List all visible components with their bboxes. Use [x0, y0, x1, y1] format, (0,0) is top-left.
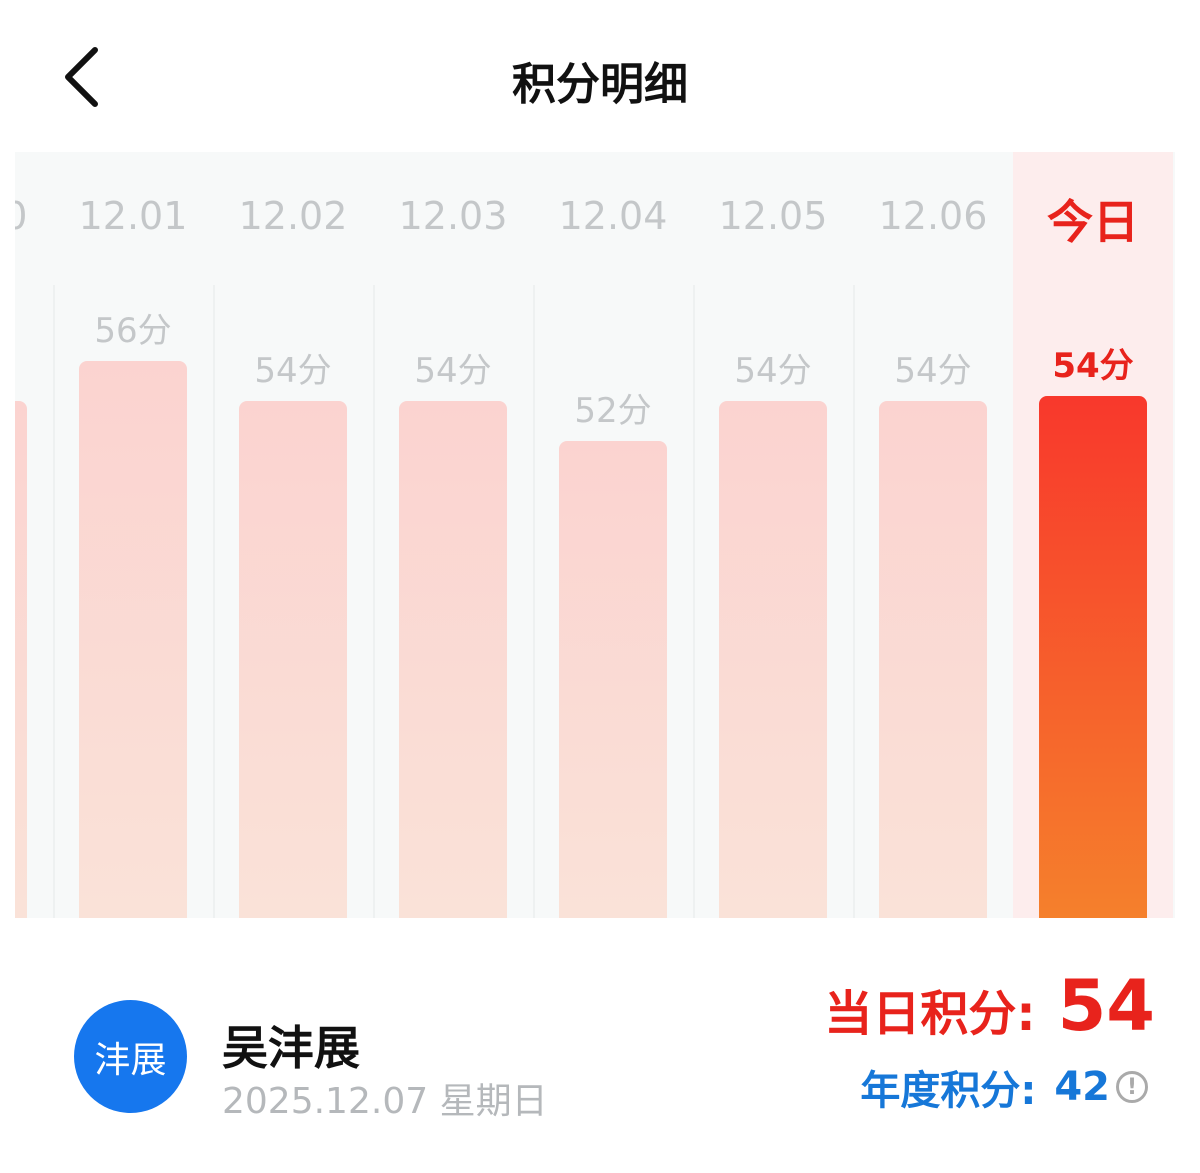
- data-label: 54分: [894, 351, 972, 391]
- bar: [239, 401, 347, 918]
- info-icon[interactable]: !: [1116, 1071, 1148, 1103]
- tick-label: 12.01: [78, 194, 188, 238]
- current-date: 2025.12.07 星期日: [222, 1081, 548, 1122]
- column-divider: [853, 285, 855, 918]
- data-label: 54分: [734, 351, 812, 391]
- data-label: 54分: [254, 351, 332, 391]
- bar: [1039, 396, 1147, 918]
- daily-points: 当日积分: 54: [824, 965, 1155, 1047]
- chart-column[interactable]: 12.02 54分: [213, 152, 373, 918]
- chart-column[interactable]: 12.04 52分: [533, 152, 693, 918]
- user-name: 吴沣展: [222, 1021, 360, 1075]
- data-label: 52分: [574, 391, 652, 431]
- daily-points-value: 54: [1057, 965, 1155, 1047]
- data-label: 54分: [414, 351, 492, 391]
- chart-column[interactable]: 12.06 54分: [853, 152, 1013, 918]
- points-bar-chart: 11.3012.0156分12.0254分12.0354分12.0452分12.…: [15, 152, 1175, 918]
- yearly-points-label: 年度积分:: [860, 1068, 1037, 1114]
- tick-label: 11.30: [15, 194, 28, 238]
- chart-column[interactable]: 12.05 54分: [693, 152, 853, 918]
- tick-label: 今日: [1047, 195, 1139, 249]
- column-divider: [53, 285, 55, 918]
- tick-label: 12.05: [718, 194, 828, 238]
- daily-points-label: 当日积分:: [824, 986, 1036, 1042]
- column-divider: [533, 285, 535, 918]
- data-label: 54分: [1052, 346, 1134, 386]
- bar: [879, 401, 987, 918]
- yearly-points-value: 42: [1054, 1064, 1110, 1110]
- page-title: 积分明细: [512, 59, 688, 110]
- tick-label: 12.06: [878, 194, 988, 238]
- column-divider: [373, 285, 375, 918]
- chart-column[interactable]: 今日 54分: [1013, 152, 1173, 918]
- bar: [399, 401, 507, 918]
- bar: [719, 401, 827, 918]
- chart-column[interactable]: 11.30: [15, 152, 53, 918]
- column-divider: [693, 285, 695, 918]
- bar: [15, 401, 27, 918]
- data-label: 56分: [94, 311, 172, 351]
- chevron-left-icon: [65, 47, 98, 107]
- yearly-points: 年度积分: 42 !: [860, 1058, 1148, 1116]
- avatar: 沣展: [74, 1000, 187, 1113]
- tick-label: 12.02: [238, 194, 348, 238]
- tick-label: 12.04: [558, 194, 668, 238]
- back-button[interactable]: [60, 45, 110, 110]
- chart-column[interactable]: 12.01 56分: [53, 152, 213, 918]
- chart-column[interactable]: 12.03 54分: [373, 152, 533, 918]
- tick-label: 12.03: [398, 194, 508, 238]
- bar: [79, 361, 187, 918]
- bar: [559, 441, 667, 918]
- column-divider: [213, 285, 215, 918]
